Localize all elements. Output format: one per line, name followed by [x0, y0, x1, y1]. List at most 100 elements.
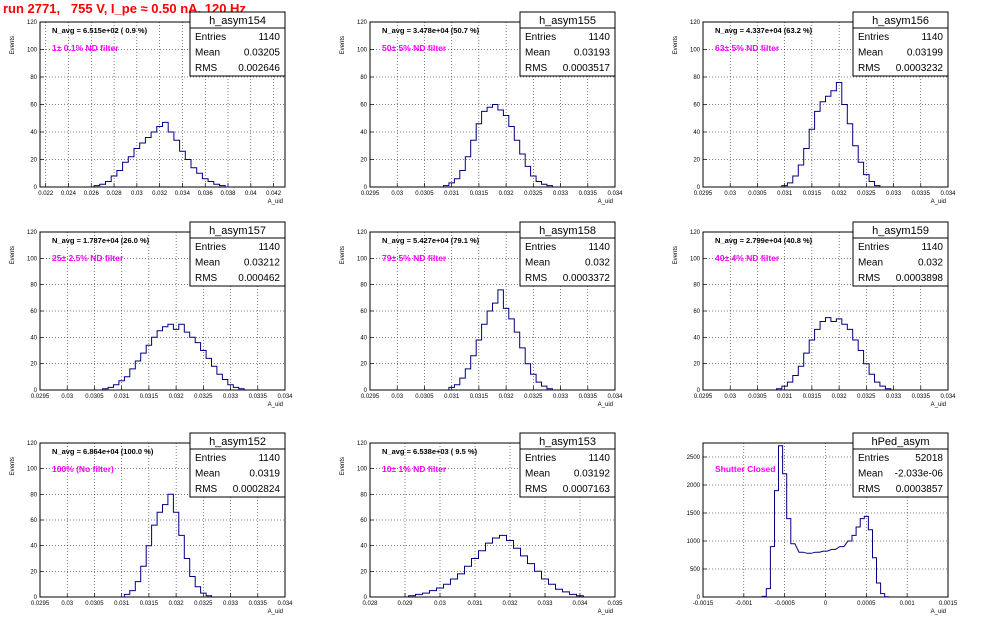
y-tick-label: 120 — [27, 20, 38, 26]
histogram-panel: 0.0295 0.03 0.0305 0.031 0.0315 0.032 0.0325 0.… — [10, 432, 293, 615]
histogram-bin — [536, 182, 541, 188]
x-axis-title: A_uid — [931, 199, 946, 205]
histogram-bin — [168, 324, 173, 390]
histogram-bin — [547, 389, 552, 390]
histogram-bin — [168, 132, 174, 187]
x-tick-label: 0.0325 — [524, 394, 543, 400]
y-tick-label: 40 — [360, 335, 367, 341]
y-tick-label: 20 — [360, 158, 367, 164]
x-tick-label: 0.0305 — [415, 394, 434, 400]
histogram-bin — [556, 589, 563, 597]
x-tick-label: 0.0335 — [249, 601, 268, 607]
x-tick-label: 0.03 — [61, 394, 73, 400]
histogram-bin — [832, 549, 836, 597]
y-tick-label: 0 — [364, 595, 368, 601]
stats-rms-value: 0.0003857 — [896, 484, 944, 495]
histogram-bin — [146, 345, 151, 390]
histogram-bin — [500, 535, 507, 597]
x-tick-label: 0.033 — [223, 394, 239, 400]
histogram-bin — [804, 149, 809, 188]
stats-entries-value: 1140 — [258, 32, 280, 43]
histogram-bin — [208, 182, 214, 188]
y-axis-title: Events — [673, 36, 679, 54]
x-tick-label: 0.0315 — [140, 601, 159, 607]
histogram-bin — [877, 583, 881, 597]
histogram-bin — [507, 541, 514, 597]
histogram-bin — [212, 366, 217, 390]
histogram-bin — [847, 124, 852, 187]
stats-mean-value: 0.03192 — [574, 469, 611, 480]
histogram-bin — [762, 596, 766, 597]
y-tick-label: 120 — [357, 230, 368, 236]
histogram-bin — [108, 387, 113, 390]
histogram-bin — [437, 588, 444, 597]
y-tick-label: 100 — [357, 467, 368, 473]
histogram-bin — [184, 559, 189, 598]
filter-label: Shutter Closed — [715, 464, 775, 474]
y-axis-title: Events — [340, 457, 346, 475]
histogram-bin — [233, 387, 238, 390]
histogram-bin — [163, 327, 168, 390]
x-tick-label: 0.0325 — [857, 394, 876, 400]
filter-label: 100% (No filter) — [52, 464, 114, 474]
filter-label: 40± 4% ND filter — [715, 253, 780, 263]
histogram-bin — [458, 574, 465, 597]
x-tick-label: 0.033 — [553, 191, 569, 197]
stats-entries-label: Entries — [195, 32, 226, 43]
x-tick-label: 0.031 — [114, 394, 130, 400]
histogram-bin — [141, 566, 146, 597]
histogram-bin — [471, 140, 476, 187]
histogram-bin — [864, 516, 868, 597]
histogram-bin — [872, 558, 876, 597]
histogram-bin — [783, 474, 787, 597]
x-axis-title: A_uid — [268, 609, 283, 615]
x-tick-label: 0.03 — [61, 601, 73, 607]
histogram-bin — [869, 374, 874, 390]
y-tick-label: 80 — [360, 75, 367, 81]
histogram-bin — [498, 290, 503, 390]
histogram-bin — [472, 559, 479, 598]
stats-mean-label: Mean — [858, 469, 883, 480]
stats-mean-value: 0.03212 — [244, 258, 281, 269]
x-tick-label: 0.034 — [940, 191, 956, 197]
n-avg-annotation: N_avg = 6.515e+02 ( 0.9 %) — [52, 26, 148, 35]
histogram-bin — [826, 318, 831, 390]
histogram-bin — [840, 547, 844, 597]
histogram-bin — [793, 376, 798, 390]
histogram-bin — [815, 111, 820, 187]
y-tick-label: 20 — [360, 362, 367, 368]
histogram-bin — [146, 546, 151, 597]
histogram-bin — [451, 579, 458, 597]
histogram-bin — [577, 596, 584, 597]
x-tick-label: 0.001 — [900, 601, 916, 607]
x-tick-label: 0.034 — [572, 601, 588, 607]
y-tick-label: 120 — [690, 20, 701, 26]
stats-rms-label: RMS — [195, 273, 218, 284]
x-tick-label: 0.03 — [391, 394, 403, 400]
stats-entries-value: 1140 — [921, 32, 943, 43]
stats-rms-label: RMS — [525, 273, 548, 284]
n-avg-annotation: N_avg = 6.864e+04 (100.0 %) — [52, 447, 154, 456]
x-tick-label: 0.033 — [553, 394, 569, 400]
histogram-bin — [782, 186, 787, 187]
histogram-name: h_asym154 — [209, 15, 266, 27]
histogram-bin — [542, 386, 547, 390]
x-tick-label: 0.0305 — [748, 191, 767, 197]
histogram-series — [93, 121, 231, 188]
histogram-bin — [173, 329, 178, 390]
histogram-bin — [798, 366, 803, 390]
y-tick-label: 1500 — [687, 511, 701, 517]
histogram-bin — [493, 538, 500, 597]
histogram-bin — [460, 378, 465, 390]
histogram-bin — [228, 385, 233, 390]
histogram-bin — [197, 173, 203, 187]
histogram-bin — [570, 594, 577, 597]
x-tick-label: 0.033 — [886, 394, 902, 400]
x-tick-label: 0.031 — [114, 601, 130, 607]
histogram-bin — [864, 175, 869, 187]
y-tick-label: 40 — [693, 335, 700, 341]
x-tick-label: 0.03 — [724, 191, 736, 197]
stats-rms-label: RMS — [858, 63, 881, 74]
histogram-bin — [520, 348, 525, 390]
x-tick-label: 0.034 — [277, 601, 293, 607]
